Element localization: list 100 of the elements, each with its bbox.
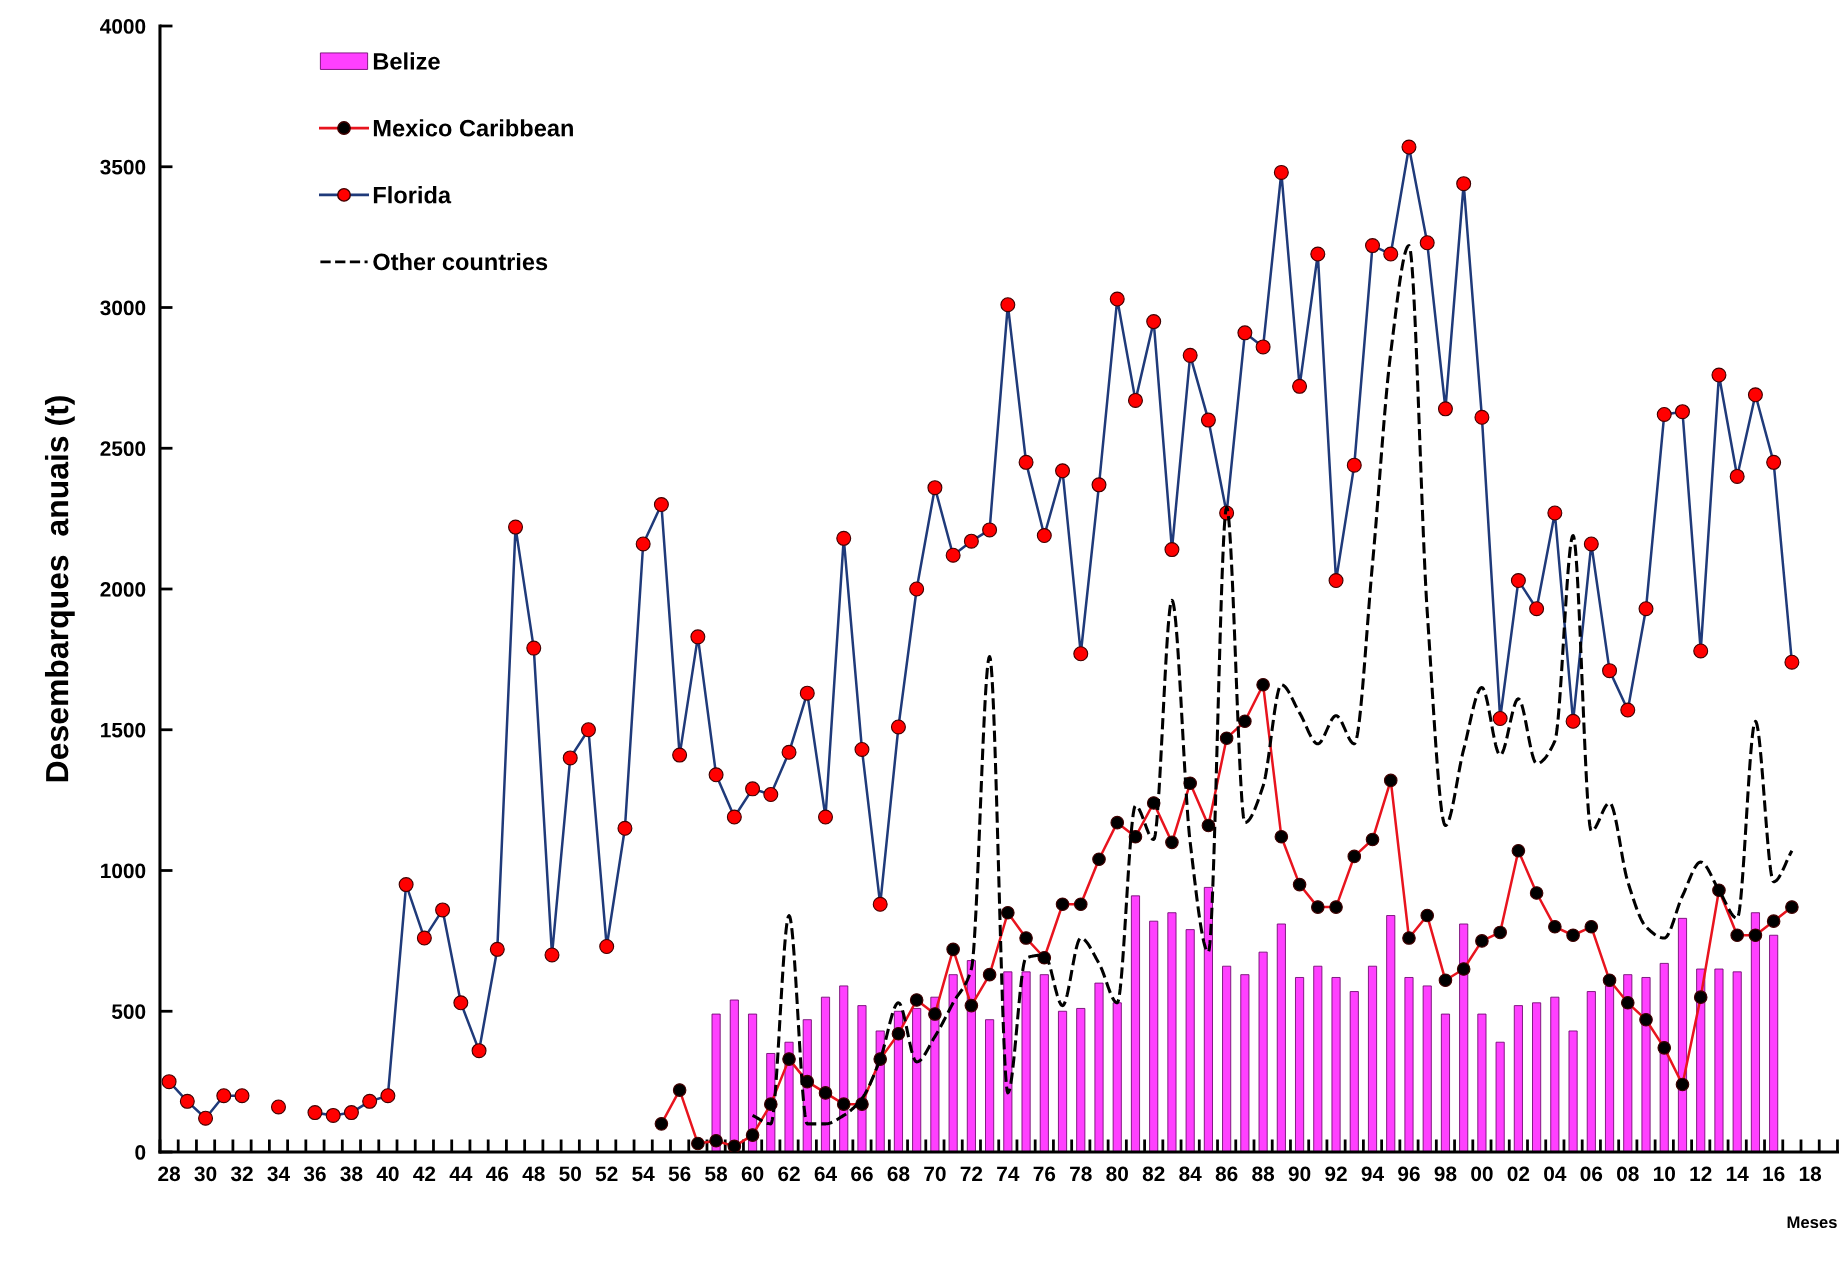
bar xyxy=(1532,1002,1542,1152)
bar xyxy=(1130,895,1140,1152)
x-tick-label: 12 xyxy=(1690,1166,1712,1181)
bar xyxy=(1367,965,1378,1152)
x-tick-label: 56 xyxy=(668,1166,691,1182)
x-tick-label: 46 xyxy=(486,1166,509,1182)
x-tick-label: 94 xyxy=(1361,1166,1384,1182)
bar xyxy=(1203,886,1213,1152)
x-tick-label: 70 xyxy=(924,1166,946,1182)
bar xyxy=(1039,974,1049,1152)
bar xyxy=(985,1019,995,1152)
x-tick-label: 88 xyxy=(1252,1166,1275,1182)
x-tick-label: 62 xyxy=(778,1166,800,1182)
bar xyxy=(1769,934,1779,1152)
x-tick-label: 40 xyxy=(376,1166,399,1182)
x-tick-label: 16 xyxy=(1763,1166,1785,1182)
bar xyxy=(1058,1010,1068,1152)
x-tick-label: 76 xyxy=(1033,1166,1056,1182)
bar xyxy=(1276,923,1286,1152)
bar xyxy=(1386,915,1396,1152)
x-tick-label: 42 xyxy=(413,1166,436,1181)
x-tick-label: 10 xyxy=(1653,1166,1675,1182)
x-tick-label: 74 xyxy=(997,1166,1020,1181)
bar xyxy=(1732,971,1742,1152)
legend-label: Mexico Caribbean xyxy=(373,119,573,137)
y-tick-label: 3500 xyxy=(100,159,146,175)
x-tick-label: 44 xyxy=(449,1166,473,1181)
x-tick-label: 00 xyxy=(1471,1166,1493,1182)
bar xyxy=(1568,1030,1578,1152)
y-tick-label: 2500 xyxy=(100,441,146,457)
bar xyxy=(1313,965,1323,1152)
bar xyxy=(1149,920,1159,1152)
bar xyxy=(1167,912,1177,1152)
x-tick-label: 78 xyxy=(1070,1166,1092,1182)
y-tick-label: 500 xyxy=(111,1004,146,1020)
bar xyxy=(1659,962,1669,1152)
bar xyxy=(1495,1041,1505,1152)
bar xyxy=(1094,982,1104,1152)
x-tick-label: 80 xyxy=(1106,1166,1128,1182)
bar xyxy=(1714,968,1724,1152)
x-tick-label: 48 xyxy=(522,1166,545,1182)
x-tick-label: 32 xyxy=(230,1166,253,1182)
y-tick-label: 0 xyxy=(135,1145,146,1160)
x-tick-label: 90 xyxy=(1288,1166,1311,1182)
bar xyxy=(1422,985,1432,1152)
x-tick-label: 54 xyxy=(632,1166,655,1182)
x-tick-label: 64 xyxy=(814,1166,837,1182)
y-axis-title: Desembarques anuais (t) xyxy=(44,396,75,782)
x-tick-label: 30 xyxy=(194,1166,217,1182)
x-axis-title: Meses xyxy=(1787,1216,1837,1229)
x-tick-label: 14 xyxy=(1726,1166,1749,1181)
x-tick-label: 34 xyxy=(267,1166,290,1182)
bar xyxy=(1550,996,1560,1152)
bar xyxy=(1586,991,1596,1152)
bar xyxy=(1112,1002,1122,1152)
x-tick-label: 84 xyxy=(1179,1166,1202,1182)
bar xyxy=(1477,1013,1487,1152)
y-tick-label: 4000 xyxy=(100,19,146,34)
x-tick-label: 38 xyxy=(340,1166,363,1182)
x-tick-label: 36 xyxy=(303,1166,326,1182)
bar xyxy=(1076,1008,1086,1152)
bar xyxy=(1623,974,1633,1152)
x-tick-label: 08 xyxy=(1617,1166,1639,1182)
legend-label: Florida xyxy=(373,186,452,204)
bar xyxy=(948,974,958,1152)
bar xyxy=(1513,1005,1523,1152)
bar xyxy=(1440,1013,1450,1152)
y-tick-label: 1000 xyxy=(101,863,146,879)
x-tick-label: 68 xyxy=(887,1166,910,1182)
bar xyxy=(1003,971,1013,1152)
y-tick-label: 3000 xyxy=(100,300,146,316)
x-tick-label: 28 xyxy=(158,1166,181,1182)
bar xyxy=(1258,951,1268,1152)
legend-label: Belize xyxy=(373,52,440,70)
bar xyxy=(839,985,849,1152)
bar xyxy=(711,1013,721,1152)
x-tick-label: 66 xyxy=(851,1166,873,1182)
x-tick-label: 98 xyxy=(1434,1166,1457,1182)
x-tick-label: 96 xyxy=(1398,1166,1420,1182)
x-tick-label: 58 xyxy=(705,1166,728,1182)
x-tick-label: 52 xyxy=(595,1166,618,1182)
bar xyxy=(1641,977,1651,1152)
x-tick-label: 72 xyxy=(960,1166,983,1181)
x-tick-label: 02 xyxy=(1507,1166,1530,1182)
bar xyxy=(1021,971,1031,1152)
x-tick-label: 82 xyxy=(1142,1166,1165,1182)
x-tick-label: 04 xyxy=(1544,1166,1567,1182)
bar xyxy=(1677,917,1688,1152)
y-tick-label: 2000 xyxy=(100,582,146,597)
bar xyxy=(1222,965,1232,1152)
bar xyxy=(1295,977,1305,1152)
bar xyxy=(1185,929,1195,1152)
x-tick-label: 60 xyxy=(741,1166,764,1182)
bar xyxy=(1349,991,1359,1152)
bar xyxy=(1331,977,1341,1152)
bar xyxy=(1404,977,1414,1152)
x-tick-label: 06 xyxy=(1580,1166,1603,1182)
y-tick-label: 1500 xyxy=(101,722,146,738)
x-tick-label: 86 xyxy=(1215,1166,1238,1182)
legend-label: Other countries xyxy=(373,252,548,271)
